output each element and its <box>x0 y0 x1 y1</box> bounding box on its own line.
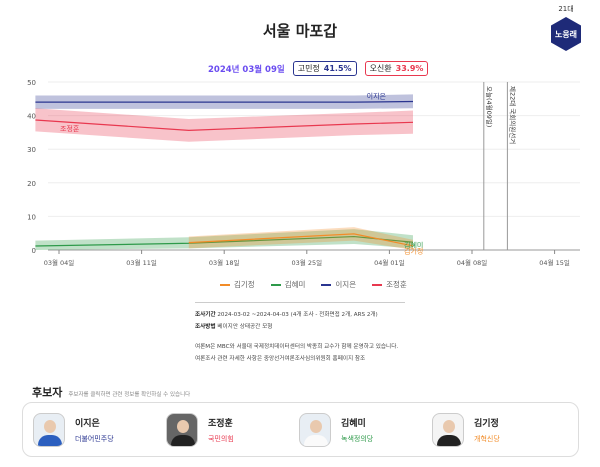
y-tick-label: 20 <box>27 180 36 188</box>
incumbent-term: 21대 <box>558 5 574 13</box>
chart-legend: 김기정 김혜미 이지은 조정훈 <box>220 279 407 290</box>
confidence-band <box>35 108 414 142</box>
series-label: 김기정 <box>404 246 423 255</box>
period-label: 조사기간 <box>195 312 216 318</box>
x-tick-label: 04월 15일 <box>539 258 570 267</box>
poll-chart: 0 10 20 30 40 50 03월 04일 03월 11일 03월 18일 03월 25일 0… <box>27 79 580 267</box>
candidate-name: 조정훈 <box>208 419 233 429</box>
x-tick-label: 03월 18일 <box>209 258 240 267</box>
candidate-name: 이지은 <box>75 419 100 429</box>
annotation-label: 오늘(4월09일) <box>485 86 494 127</box>
note-line: 여론M은 MBC와 서울대 국제정치데이터센터의 박종희 교수가 함께 운영하고… <box>195 344 399 350</box>
summary-row: 2024년 03월 09일 고민정 41.5% 오신환 33.9% <box>208 61 429 76</box>
candidate-photo <box>432 413 464 447</box>
page-title: 서울 마포갑 <box>262 22 338 40</box>
note-line: 여론조사 관련 자세한 사항은 중앙선거여론조사심의위원회 홈페이지 참조 <box>195 356 366 362</box>
series-label: 김혜미 <box>404 240 423 249</box>
legend-item: 이지은 <box>321 279 356 290</box>
leader2-pill: 오신환 33.9% <box>364 61 429 76</box>
confidence-band <box>188 227 413 250</box>
y-tick-label: 50 <box>27 79 36 87</box>
series-line <box>35 100 414 103</box>
period-value: 2024-03-02 ~2024-04-03 (4개 조사 - 전화면접 2개,… <box>217 312 378 318</box>
legend-item: 조정훈 <box>372 279 407 290</box>
incumbent-badge: 21대 노웅래 <box>548 4 584 51</box>
series-label: 조정훈 <box>60 124 80 133</box>
candidate-photo <box>33 413 65 447</box>
x-tick-label: 03월 11일 <box>126 258 157 267</box>
x-tick-label: 03월 25일 <box>292 258 323 267</box>
candidate-party: 국민의힘 <box>208 435 234 443</box>
method-value: 베이지안 상태공간 모형 <box>217 324 273 330</box>
legend-item: 김혜미 <box>270 279 305 290</box>
series-line <box>188 233 414 247</box>
series-line <box>35 119 414 131</box>
x-tick-label: 04월 01일 <box>374 258 405 267</box>
y-tick-label: 0 <box>32 247 36 255</box>
legend-item: 김기정 <box>220 279 255 290</box>
leader1-value: 41.5% <box>323 64 352 73</box>
candidate-name: 김기정 <box>474 419 499 429</box>
candidate-name: 김혜미 <box>341 419 366 429</box>
annotation-label: 제22대 국회의원선거 <box>508 86 517 144</box>
summary-date: 2024년 03월 09일 <box>208 64 285 75</box>
candidate-photo <box>166 413 198 447</box>
leader2-name: 오신환 <box>369 64 392 73</box>
y-tick-label: 40 <box>27 113 36 121</box>
candidate-party: 더불어민주당 <box>75 435 114 443</box>
candidate-party: 개혁신당 <box>474 435 500 443</box>
candidates-heading: 후보자 후보자를 클릭하면 관련 정보를 확인하실 수 있습니다 <box>32 386 191 399</box>
x-tick-label: 04월 08일 <box>457 258 488 267</box>
x-tick-label: 03월 04일 <box>44 258 75 267</box>
method-label: 조사방법 <box>195 324 216 330</box>
candidate-photo <box>299 413 331 447</box>
series-label: 이지은 <box>367 91 387 100</box>
candidate-party: 녹색정의당 <box>341 435 374 443</box>
leader1-name: 고민정 <box>297 64 320 73</box>
y-tick-label: 30 <box>27 146 36 154</box>
leader1-pill: 고민정 41.5% <box>292 61 357 76</box>
survey-notes: 조사기간 2024-03-02 ~2024-04-03 (4개 조사 - 전화면… <box>195 302 405 365</box>
y-tick-label: 10 <box>27 213 36 221</box>
leader2-value: 33.9% <box>395 64 424 73</box>
incumbent-name: 노웅래 <box>551 17 581 51</box>
